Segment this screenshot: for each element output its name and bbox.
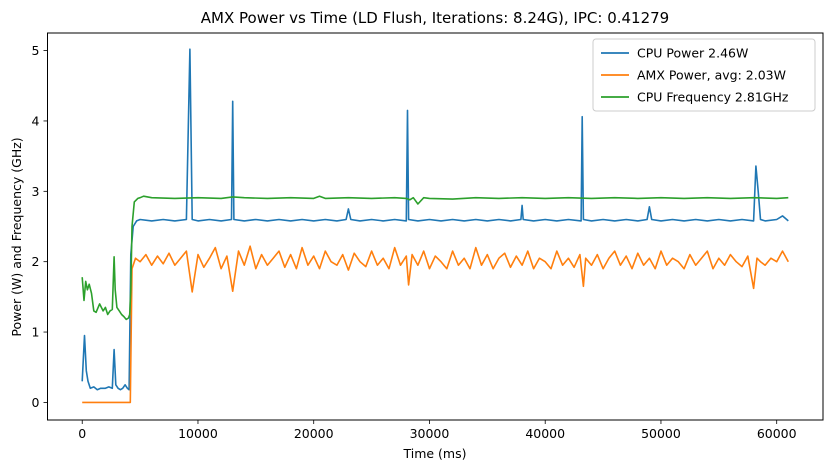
x-tick-label: 60000: [757, 426, 797, 441]
x-axis-label: Time (ms): [402, 446, 466, 461]
legend-label-2: CPU Frequency 2.81GHz: [637, 90, 789, 105]
x-tick-label: 50000: [641, 426, 681, 441]
series-line-0: [81, 48, 789, 391]
series-line-1: [82, 245, 790, 404]
plot-frame: [47, 32, 824, 421]
y-axis-ticks: 0 1 2 3 4 5: [32, 43, 48, 410]
y-tick-label: 5: [32, 43, 40, 58]
x-tick-label: 10000: [178, 426, 218, 441]
plot-area: [81, 48, 790, 404]
y-tick-label: 1: [32, 325, 40, 340]
legend-label-0: CPU Power 2.46W: [637, 46, 748, 61]
y-axis-label: Power (W) and Frequency (GHz): [9, 137, 24, 336]
legend-label-1: AMX Power, avg: 2.03W: [637, 68, 786, 83]
y-tick-label: 2: [32, 254, 40, 269]
y-tick-label: 4: [32, 113, 40, 128]
legend: CPU Power 2.46W AMX Power, avg: 2.03W CPU …: [592, 38, 816, 112]
x-tick-label: 0: [78, 426, 86, 441]
x-tick-label: 20000: [294, 426, 334, 441]
series-line-2: [81, 195, 789, 321]
legend-box: [592, 38, 816, 112]
y-tick-label: 0: [32, 395, 40, 410]
x-axis-ticks: 0 10000 20000 30000 40000 50000 60000: [78, 420, 797, 441]
x-tick-label: 40000: [525, 426, 565, 441]
y-tick-label: 3: [32, 184, 40, 199]
chart-title: AMX Power vs Time (LD Flush, Iterations:…: [201, 9, 669, 27]
x-tick-label: 30000: [410, 426, 450, 441]
